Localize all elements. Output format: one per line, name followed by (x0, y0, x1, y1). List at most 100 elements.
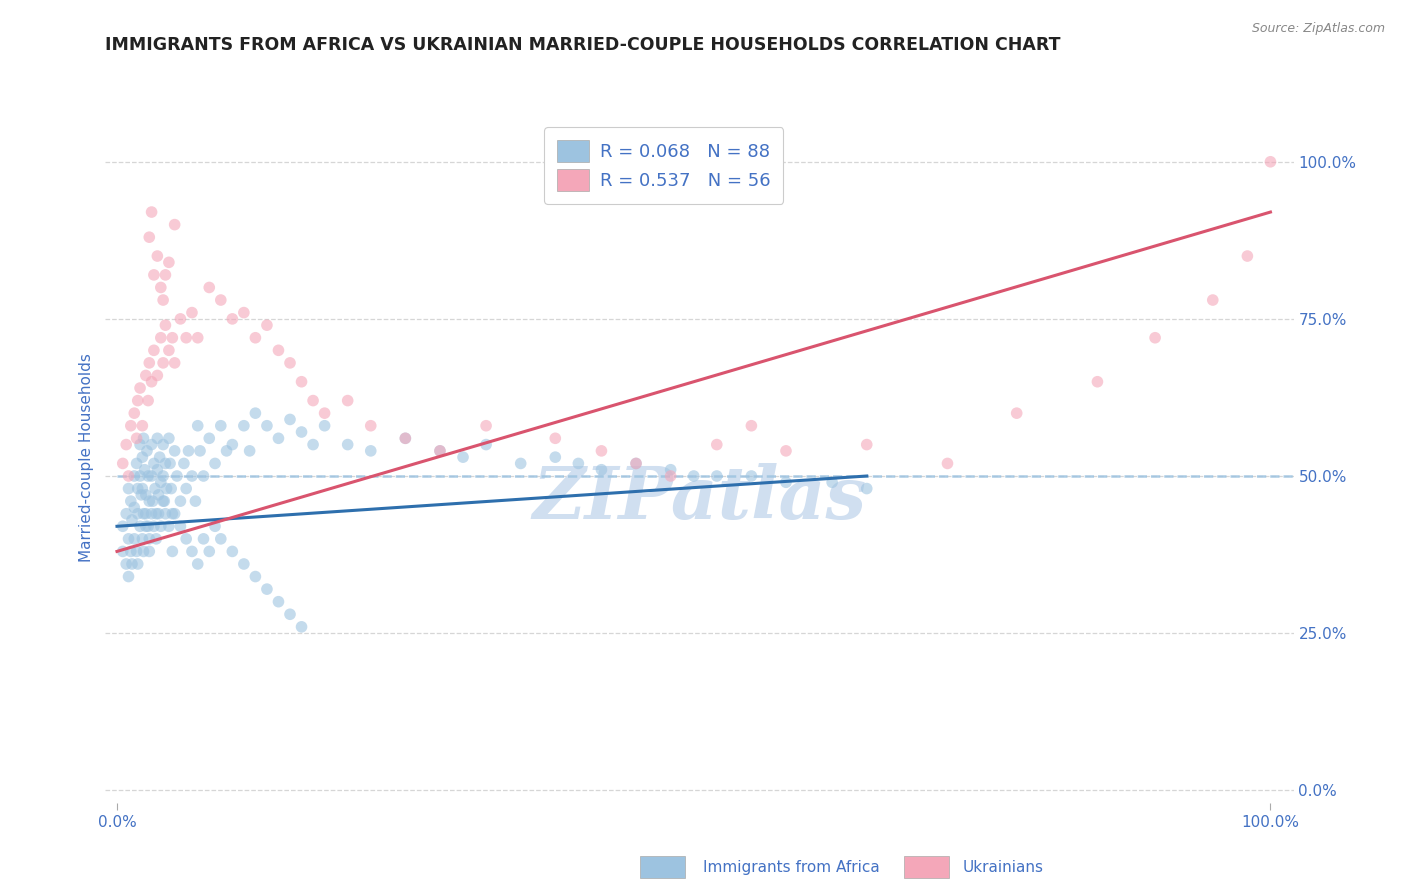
Point (187, 557, 209, 571)
Point (1005, 406, 1028, 420)
Point (145, 507, 167, 521)
Point (855, 437, 877, 451)
Point (221, 312, 243, 326)
Point (181, 544, 204, 558)
Point (146, 463, 169, 477)
Point (146, 249, 169, 263)
Point (290, 375, 312, 389)
Point (160, 482, 183, 496)
Point (136, 393, 159, 408)
Point (115, 437, 138, 451)
Point (124, 469, 146, 483)
Point (135, 519, 157, 533)
Point (706, 469, 728, 483)
Point (111, 519, 134, 533)
Point (245, 569, 267, 583)
Point (132, 507, 155, 521)
Point (141, 507, 163, 521)
Text: Source: ZipAtlas.com: Source: ZipAtlas.com (1251, 22, 1385, 36)
Point (278, 607, 301, 622)
Point (124, 406, 146, 420)
Point (177, 443, 200, 458)
Point (245, 406, 267, 420)
Point (157, 343, 180, 358)
Point (162, 331, 184, 345)
Point (198, 280, 221, 294)
Point (181, 305, 204, 319)
Point (188, 443, 211, 458)
Point (193, 469, 215, 483)
Point (162, 507, 184, 521)
Point (141, 205, 163, 219)
Y-axis label: Married-couple Households: Married-couple Households (79, 352, 94, 562)
Point (239, 443, 262, 458)
Point (659, 463, 682, 477)
Point (120, 418, 142, 433)
Point (152, 494, 174, 508)
Point (267, 343, 290, 358)
Point (129, 381, 152, 395)
Point (129, 488, 152, 502)
Point (204, 519, 226, 533)
Text: ZIPatlas: ZIPatlas (533, 463, 866, 534)
Point (138, 494, 160, 508)
Point (125, 457, 148, 471)
Point (127, 393, 149, 408)
Point (163, 443, 186, 458)
Point (117, 482, 139, 496)
Point (138, 532, 160, 546)
Point (149, 450, 172, 465)
Point (278, 412, 301, 426)
Point (138, 544, 160, 558)
Point (127, 507, 149, 521)
Point (936, 457, 959, 471)
Text: Immigrants from Africa: Immigrants from Africa (703, 860, 880, 874)
Point (131, 532, 153, 546)
Point (152, 356, 174, 370)
Point (117, 469, 139, 483)
Point (136, 443, 159, 458)
Point (1144, 331, 1167, 345)
Point (232, 305, 254, 319)
Point (136, 469, 159, 483)
Point (256, 582, 278, 596)
Point (215, 443, 238, 458)
Point (1202, 293, 1225, 307)
Point (124, 532, 146, 546)
Point (146, 368, 169, 383)
Point (142, 343, 165, 358)
Point (166, 469, 188, 483)
Point (245, 331, 267, 345)
Point (256, 418, 278, 433)
Point (145, 532, 167, 546)
Point (775, 443, 797, 458)
Point (184, 494, 207, 508)
Point (187, 331, 209, 345)
Point (124, 500, 146, 515)
Point (127, 557, 149, 571)
Point (135, 507, 157, 521)
Point (775, 475, 797, 490)
Point (143, 482, 166, 496)
Point (121, 557, 143, 571)
Point (475, 418, 498, 433)
Point (155, 318, 177, 333)
Point (169, 494, 191, 508)
Text: Ukrainians: Ukrainians (963, 860, 1045, 874)
Point (181, 469, 204, 483)
Legend: R = 0.068   N = 88, R = 0.537   N = 56: R = 0.068 N = 88, R = 0.537 N = 56 (544, 128, 783, 204)
Point (163, 218, 186, 232)
Text: IMMIGRANTS FROM AFRICA VS UKRAINIAN MARRIED-COUPLE HOUSEHOLDS CORRELATION CHART: IMMIGRANTS FROM AFRICA VS UKRAINIAN MARR… (105, 36, 1062, 54)
Point (142, 519, 165, 533)
Point (120, 494, 142, 508)
Point (132, 431, 155, 445)
Point (125, 544, 148, 558)
Point (209, 293, 232, 307)
Point (134, 463, 156, 477)
Point (624, 457, 647, 471)
Point (135, 368, 157, 383)
Point (152, 469, 174, 483)
Point (148, 507, 170, 521)
Point (149, 331, 172, 345)
Point (659, 469, 682, 483)
